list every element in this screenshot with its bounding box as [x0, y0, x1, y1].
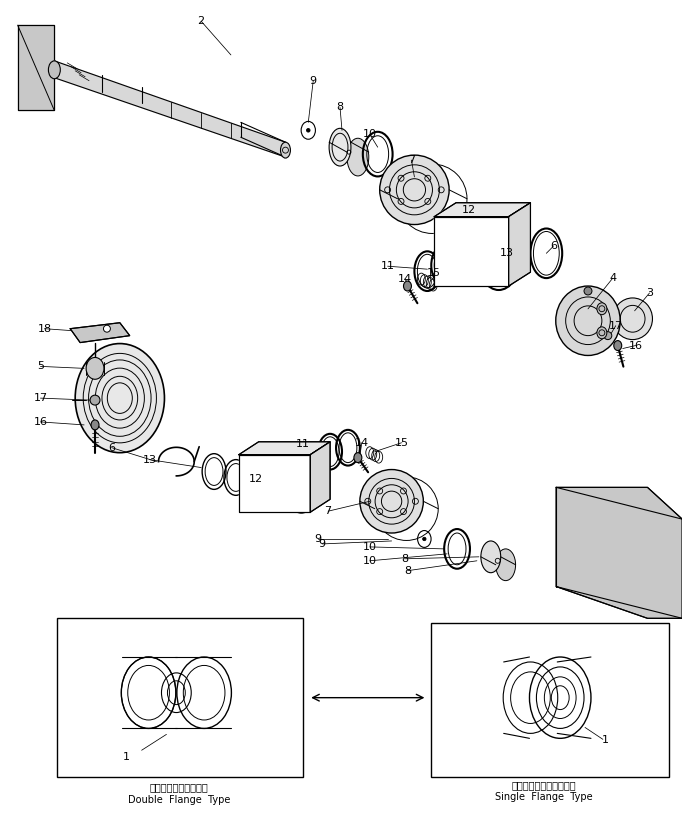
- Ellipse shape: [329, 128, 351, 166]
- Text: 17: 17: [34, 393, 47, 403]
- Text: 9: 9: [314, 534, 322, 544]
- Text: 6: 6: [550, 241, 557, 251]
- Ellipse shape: [556, 286, 620, 355]
- Text: シングルフランジタイプ: シングルフランジタイプ: [511, 780, 575, 790]
- Ellipse shape: [360, 469, 423, 533]
- Text: Single  Flange  Type: Single Flange Type: [495, 792, 592, 802]
- Text: Double  Flange  Type: Double Flange Type: [128, 795, 231, 805]
- Text: 9: 9: [310, 76, 316, 86]
- Polygon shape: [434, 216, 509, 286]
- Ellipse shape: [354, 453, 362, 463]
- Text: 4: 4: [609, 273, 616, 283]
- Text: 14: 14: [355, 438, 369, 448]
- Polygon shape: [18, 25, 54, 111]
- Polygon shape: [71, 323, 129, 343]
- Circle shape: [423, 537, 426, 541]
- Polygon shape: [434, 202, 530, 216]
- Circle shape: [103, 325, 110, 332]
- Text: 11: 11: [295, 439, 310, 449]
- Ellipse shape: [597, 303, 607, 315]
- Text: ダブルフランジタイプ: ダブルフランジタイプ: [150, 782, 209, 792]
- Polygon shape: [239, 442, 330, 454]
- Circle shape: [306, 129, 310, 132]
- Polygon shape: [509, 202, 530, 286]
- Text: 13: 13: [142, 454, 157, 464]
- Text: 6: 6: [108, 443, 115, 453]
- Ellipse shape: [496, 549, 516, 581]
- Polygon shape: [310, 442, 330, 512]
- Text: 15: 15: [427, 268, 441, 278]
- Text: 1: 1: [601, 735, 608, 745]
- Text: 8: 8: [404, 566, 411, 576]
- Ellipse shape: [75, 344, 164, 453]
- Ellipse shape: [613, 298, 653, 339]
- Polygon shape: [556, 487, 682, 619]
- Ellipse shape: [614, 340, 622, 350]
- Ellipse shape: [597, 327, 607, 339]
- Polygon shape: [71, 323, 129, 343]
- Text: 13: 13: [499, 249, 514, 259]
- Text: 15: 15: [395, 438, 408, 448]
- Ellipse shape: [91, 420, 99, 430]
- Text: 11: 11: [381, 261, 395, 271]
- Text: 10: 10: [363, 542, 377, 552]
- Polygon shape: [509, 202, 530, 286]
- Text: 16: 16: [34, 417, 47, 427]
- Ellipse shape: [347, 138, 369, 176]
- Polygon shape: [434, 202, 530, 216]
- Text: 7: 7: [408, 155, 415, 165]
- Text: 14: 14: [397, 274, 412, 284]
- Ellipse shape: [280, 142, 290, 158]
- Text: 18: 18: [38, 324, 51, 334]
- Ellipse shape: [379, 155, 449, 225]
- Text: 3: 3: [646, 288, 653, 298]
- Text: 5: 5: [37, 362, 44, 372]
- Ellipse shape: [403, 281, 412, 291]
- Polygon shape: [239, 442, 330, 454]
- Circle shape: [604, 332, 612, 339]
- Text: 1: 1: [123, 752, 130, 762]
- Polygon shape: [239, 454, 310, 512]
- Polygon shape: [239, 454, 310, 512]
- Circle shape: [90, 395, 100, 405]
- Text: 10: 10: [363, 130, 377, 140]
- Text: 7: 7: [325, 506, 332, 516]
- Text: 12: 12: [462, 205, 476, 215]
- Text: 16: 16: [629, 340, 643, 350]
- Text: 10: 10: [363, 556, 377, 566]
- Polygon shape: [556, 487, 682, 619]
- Text: 17: 17: [609, 320, 623, 330]
- Text: 2: 2: [197, 17, 205, 26]
- Bar: [432, 624, 669, 777]
- Ellipse shape: [49, 61, 60, 78]
- Text: 9: 9: [319, 539, 326, 549]
- Text: 12: 12: [249, 474, 263, 485]
- Polygon shape: [434, 216, 509, 286]
- Ellipse shape: [481, 541, 501, 572]
- Ellipse shape: [86, 358, 104, 379]
- Polygon shape: [310, 442, 330, 512]
- Polygon shape: [54, 61, 286, 157]
- Text: 8: 8: [336, 102, 344, 112]
- Polygon shape: [18, 25, 54, 111]
- Circle shape: [584, 287, 592, 295]
- Text: 8: 8: [401, 553, 408, 564]
- Bar: [58, 619, 303, 777]
